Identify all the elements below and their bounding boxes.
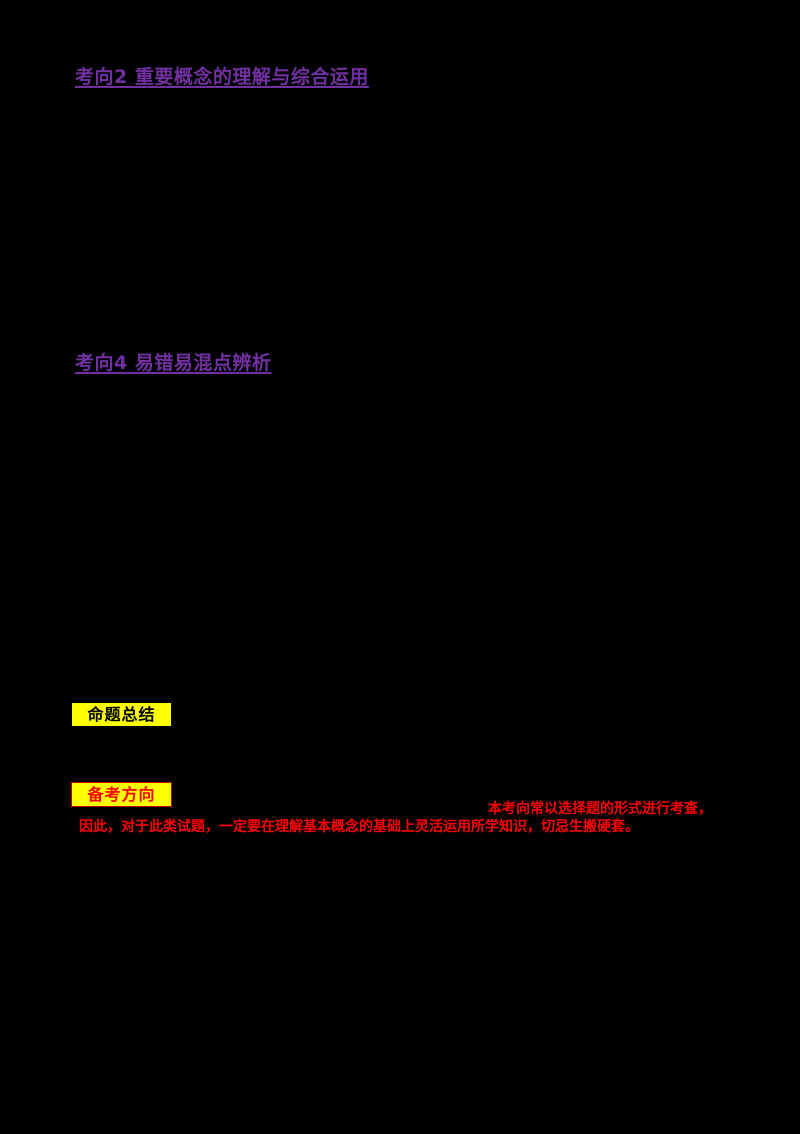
direction-note-line-1: 本考向常以选择题的形式进行考查， [488, 801, 712, 817]
proposition-summary-tag: 命题总结 [71, 702, 172, 727]
exam-prep-direction-tag: 备考方向 [71, 782, 172, 807]
section-heading-2: 考向4 易错易混点辨析 [75, 352, 272, 374]
section-heading-1: 考向2 重要概念的理解与综合运用 [75, 66, 369, 88]
direction-note-line-2: 因此，对于此类试题，一定要在理解基本概念的基础上灵活运用所学知识，切忌生搬硬套。 [79, 819, 639, 835]
